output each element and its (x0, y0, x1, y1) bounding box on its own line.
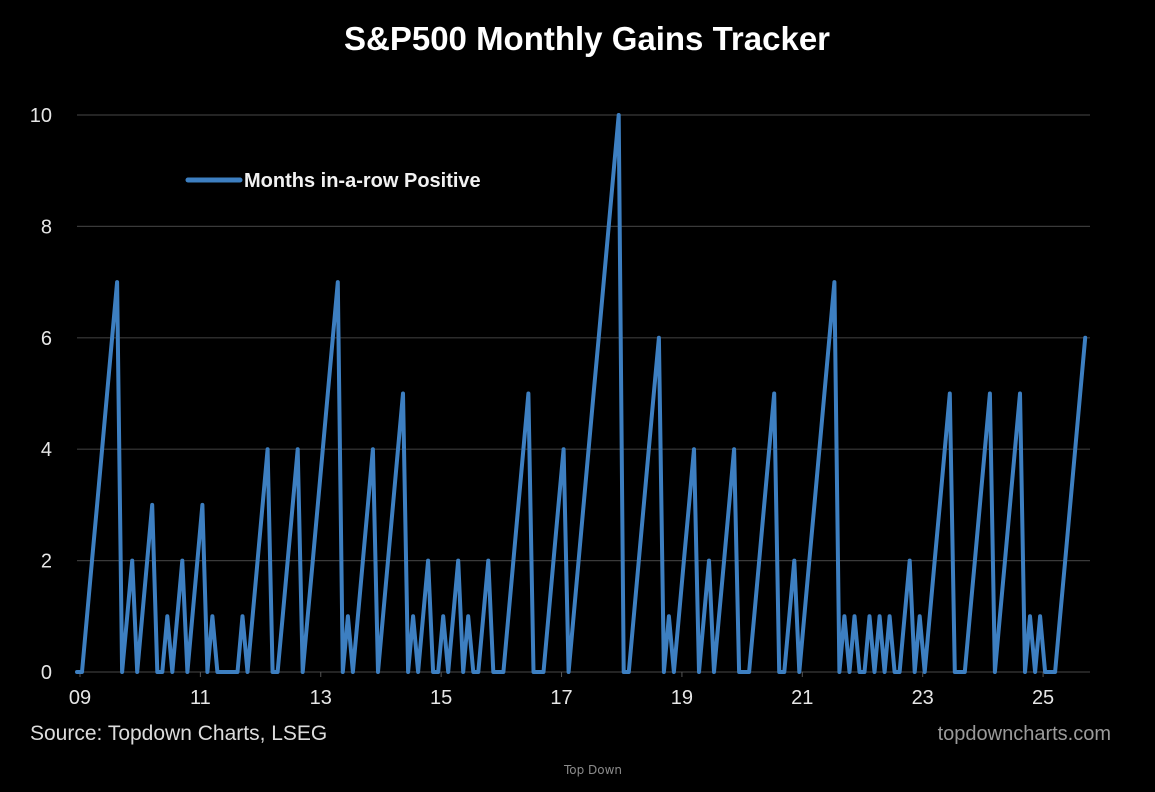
x-tick-label: 17 (550, 687, 572, 709)
x-tick-label: 13 (310, 687, 332, 709)
site-credit: topdowncharts.com (938, 723, 1111, 745)
y-tick-label: 10 (30, 105, 52, 127)
x-tick-label: 11 (190, 687, 211, 709)
y-tick-label: 8 (41, 216, 52, 238)
legend-label: Months in-a-row Positive (244, 170, 481, 192)
source-note: Source: Topdown Charts, LSEG (30, 722, 327, 745)
series-layer (75, 113, 1088, 674)
gridlines (77, 114, 1090, 673)
x-tick-label: 15 (430, 687, 452, 709)
y-axis-ticks: 0 2 4 6 8 10 (30, 105, 52, 684)
series-line-0 (75, 113, 1088, 674)
x-axis-ticks: 09 11 13 15 17 19 21 23 25 (69, 672, 1054, 709)
x-tick-label: 25 (1032, 687, 1054, 709)
x-tick-label: 09 (69, 687, 91, 709)
y-tick-label: 2 (41, 551, 52, 573)
x-tick-label: 19 (671, 687, 693, 709)
legend: Months in-a-row Positive (185, 170, 481, 192)
y-tick-label: 4 (41, 439, 52, 461)
x-tick-label: 23 (912, 687, 934, 709)
x-tick-label: 21 (791, 687, 813, 709)
y-tick-label: 0 (41, 662, 52, 684)
chart-title: S&P500 Monthly Gains Tracker (344, 20, 830, 57)
watermark: Top Down (563, 763, 622, 777)
y-tick-label: 6 (41, 328, 52, 350)
